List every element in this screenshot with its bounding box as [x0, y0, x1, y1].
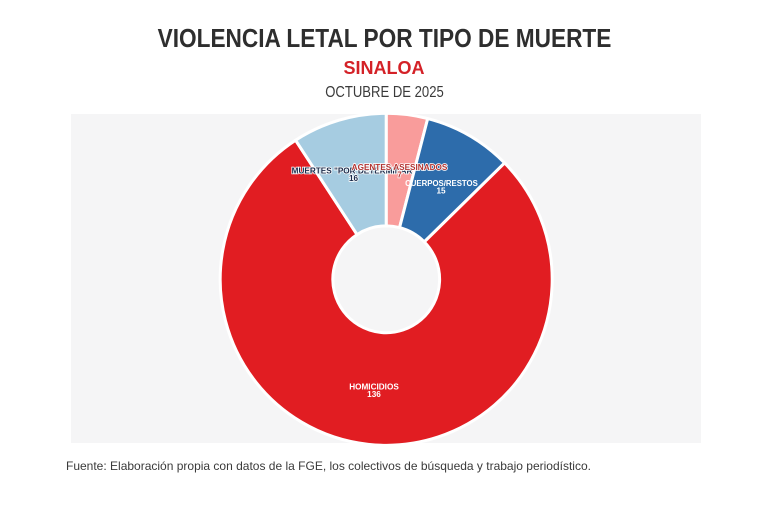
svg-text:16: 16	[349, 174, 359, 183]
svg-text:AGENTES ASESINADOS: AGENTES ASESINADOS	[352, 163, 448, 172]
svg-text:CUERPOS/RESTOS: CUERPOS/RESTOS	[405, 179, 478, 188]
svg-text:7: 7	[397, 171, 402, 180]
svg-text:MUERTES "POR DETERMINAR": MUERTES "POR DETERMINAR"	[292, 167, 417, 176]
svg-text:15: 15	[436, 187, 446, 196]
svg-text:136: 136	[367, 390, 381, 399]
svg-text:HOMICIDIOS: HOMICIDIOS	[349, 383, 399, 392]
